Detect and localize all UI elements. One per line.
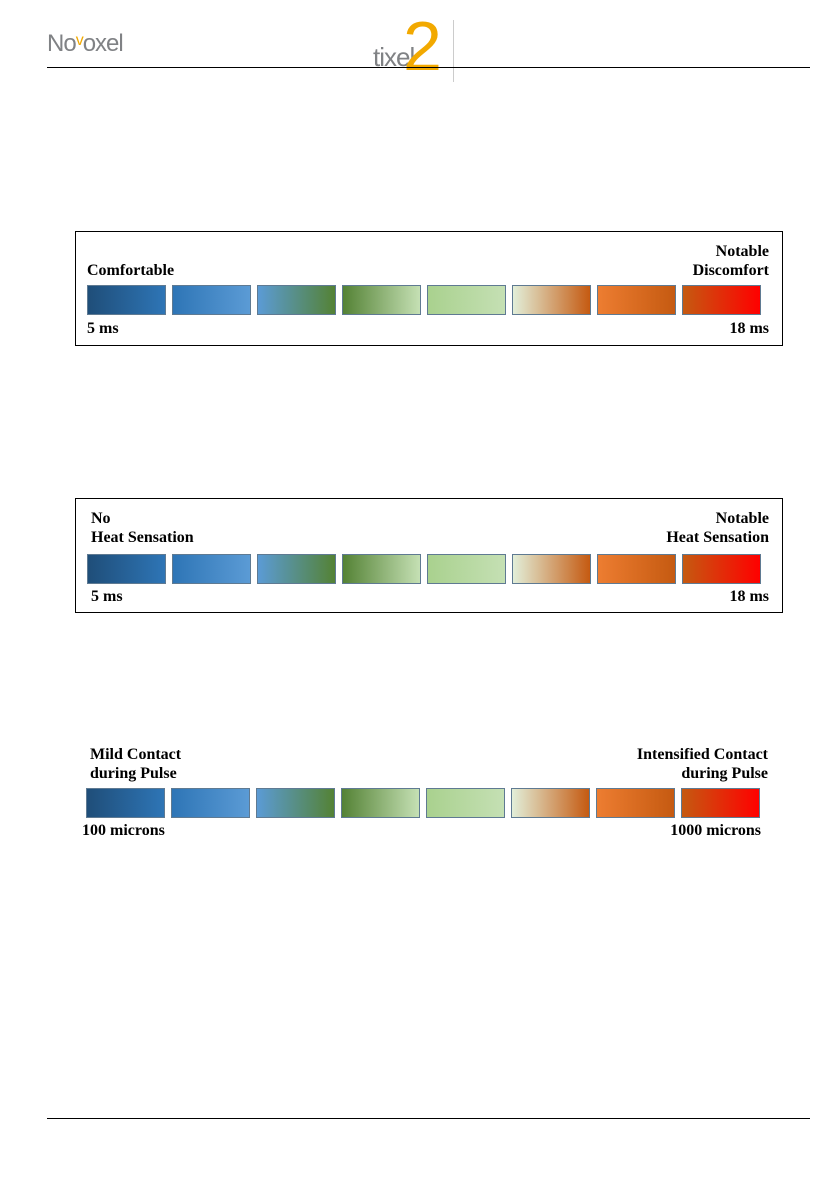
scale-min: 5 ms xyxy=(91,588,123,605)
scale-color-block xyxy=(171,788,250,818)
scale-color-block xyxy=(427,285,506,315)
color-scale-bar xyxy=(87,285,761,315)
color-scale-bar xyxy=(87,554,761,584)
scale-min: 100 microns xyxy=(82,822,165,839)
tixel2-logo: tixel 2 xyxy=(373,7,458,85)
scale-color-block xyxy=(257,285,336,315)
scale-color-block xyxy=(256,788,335,818)
footer-rule xyxy=(47,1118,810,1119)
scale-color-block xyxy=(341,788,420,818)
scale-color-block xyxy=(681,788,760,818)
heat-scale: No Heat Sensation Notable Heat Sensation 5… xyxy=(75,498,783,613)
scale-color-block xyxy=(342,554,421,584)
scale-color-block xyxy=(172,554,251,584)
scale-color-block xyxy=(87,285,166,315)
scale-color-block xyxy=(172,285,251,315)
scale-max: 18 ms xyxy=(729,320,769,337)
scale-right-label: Notable Heat Sensation xyxy=(666,510,769,546)
scale-color-block xyxy=(87,554,166,584)
scale-color-block xyxy=(597,285,676,315)
scale-color-block xyxy=(427,554,506,584)
scale-max: 18 ms xyxy=(729,588,769,605)
scale-color-block xyxy=(511,788,590,818)
scale-color-block xyxy=(596,788,675,818)
scale-color-block xyxy=(597,554,676,584)
scale-left-label: Comfortable xyxy=(87,262,175,279)
scale-color-block xyxy=(426,788,505,818)
scale-color-block xyxy=(257,554,336,584)
contact-scale: Mild Contact during Pulse Intensified Con… xyxy=(75,745,781,845)
header-rule xyxy=(47,67,810,68)
scale-right-label: Notable Discomfort xyxy=(692,243,769,279)
scale-min: 5 ms xyxy=(87,320,119,337)
scale-color-block xyxy=(512,554,591,584)
scale-left-label: Mild Contact during Pulse xyxy=(90,746,182,782)
novoxel-logo: Novoxel xyxy=(47,30,124,57)
pain-scale: Comfortable Notable Discomfort 5 ms 18 ms xyxy=(75,231,783,346)
scale-right-label: Intensified Contact during Pulse xyxy=(636,746,768,782)
scale-color-block xyxy=(342,285,421,315)
scale-max: 1000 microns xyxy=(670,822,761,839)
scale-color-block xyxy=(682,554,761,584)
scale-color-block xyxy=(512,285,591,315)
scale-color-block xyxy=(86,788,165,818)
scale-color-block xyxy=(682,285,761,315)
scale-left-label: No Heat Sensation xyxy=(91,510,194,546)
color-scale-bar xyxy=(86,788,760,818)
